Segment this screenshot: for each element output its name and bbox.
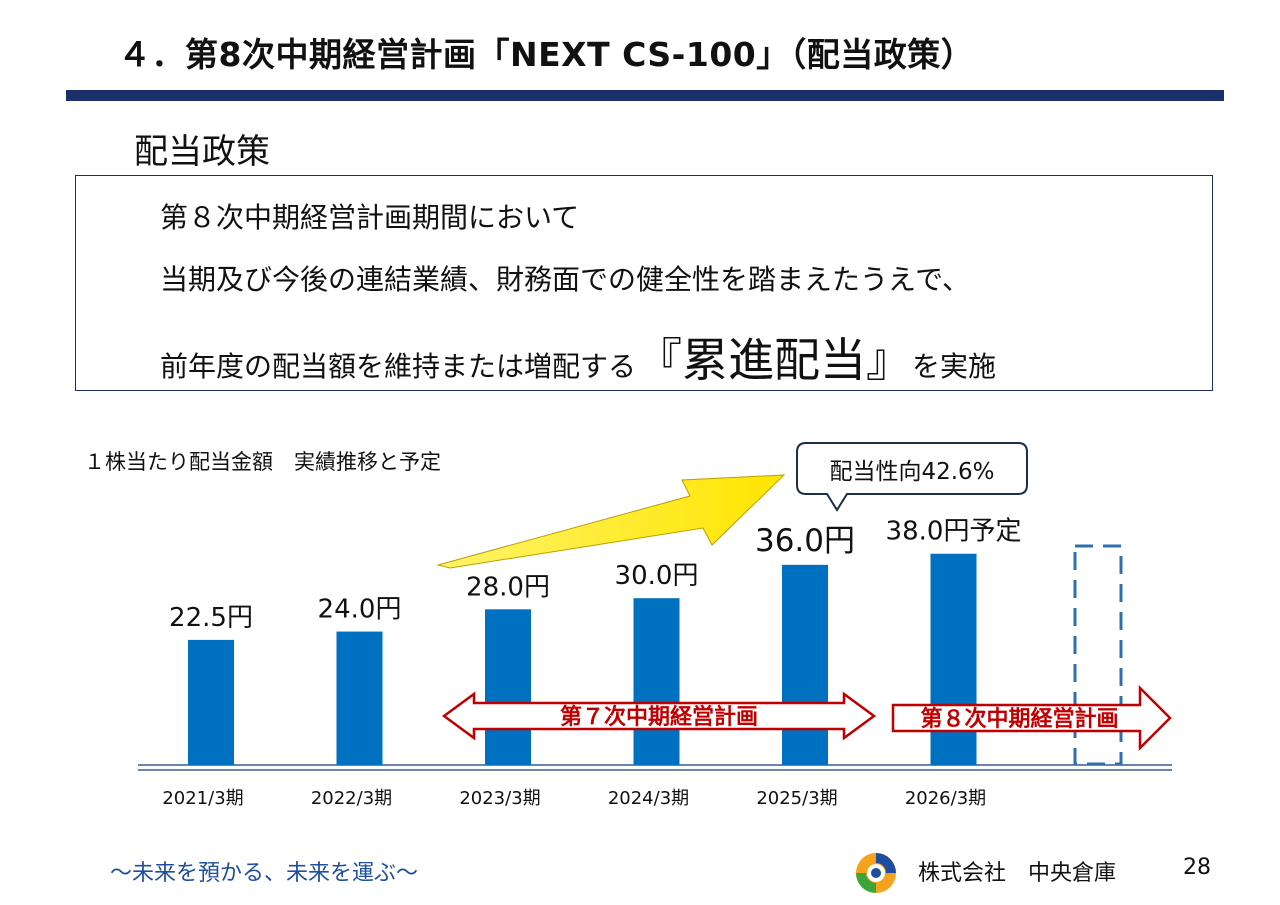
future-bar-placeholder (1073, 544, 1123, 766)
plan-arrow-7 (441, 691, 877, 741)
policy-line-1: 第８次中期経営計画期間において (160, 201, 580, 234)
growth-arrow (436, 474, 786, 569)
x-tick-2022/3期: 2022/3期 (311, 788, 392, 809)
plan-label-7: 第７次中期経営計画 (560, 704, 758, 730)
x-tick-2023/3期: 2023/3期 (459, 788, 540, 809)
payout-ratio-text: 配当性向42.6% (829, 459, 994, 485)
value-label-2025/3期: 36.0円 (755, 523, 855, 559)
bar-2025/3期 (782, 564, 828, 765)
value-label-2024/3期: 30.0円 (615, 561, 699, 591)
progressive-dividend-label: 『累進配当』 (636, 333, 913, 387)
bar-2023/3期 (485, 609, 531, 765)
payout-ratio-callout (796, 442, 1028, 512)
policy-line-3-pre: 前年度の配当額を維持または増配する (160, 350, 637, 383)
value-label-2021/3期: 22.5円 (169, 603, 253, 633)
section-heading: 配当政策 (134, 132, 270, 172)
value-label-2026/3期: 38.0円予定 (886, 517, 1022, 547)
policy-line-2: 当期及び今後の連結業績、財務面での健全性を踏まえたうえで、 (160, 263, 971, 296)
x-tick-2021/3期: 2021/3期 (162, 788, 243, 809)
page-title: ４．第8次中期経営計画「NEXT CS-100」（配当政策） (118, 35, 975, 74)
title-divider (66, 90, 1224, 101)
policy-line-3: 前年度の配当額を維持または増配する『累進配当』を実施 (160, 324, 996, 390)
x-tick-2026/3期: 2026/3期 (905, 788, 986, 809)
bar-2022/3期 (336, 631, 383, 765)
chart-title: １株当たり配当金額 実績推移と予定 (84, 450, 441, 474)
policy-box: 第８次中期経営計画期間において 当期及び今後の連結業績、財務面での健全性を踏まえ… (75, 175, 1213, 391)
company-logo (852, 849, 900, 901)
bar-2024/3期 (633, 598, 680, 765)
bar-2021/3期 (188, 639, 234, 765)
x-tick-2025/3期: 2025/3期 (756, 788, 837, 809)
footer-slogan: ～未来を預かる、未来を運ぶ～ (110, 861, 419, 886)
value-label-2022/3期: 24.0円 (318, 595, 402, 625)
policy-line-3-post: を実施 (912, 350, 997, 383)
bar-2026/3期 (930, 553, 977, 765)
x-tick-2024/3期: 2024/3期 (608, 788, 689, 809)
plan-label-8: 第８次中期経営計画 (920, 706, 1118, 732)
page-number: 28 (1183, 855, 1211, 880)
plan-arrow-8 (891, 684, 1172, 752)
value-label-2023/3期: 28.0円 (466, 572, 550, 602)
company-name: 株式会社 中央倉庫 (918, 861, 1117, 886)
